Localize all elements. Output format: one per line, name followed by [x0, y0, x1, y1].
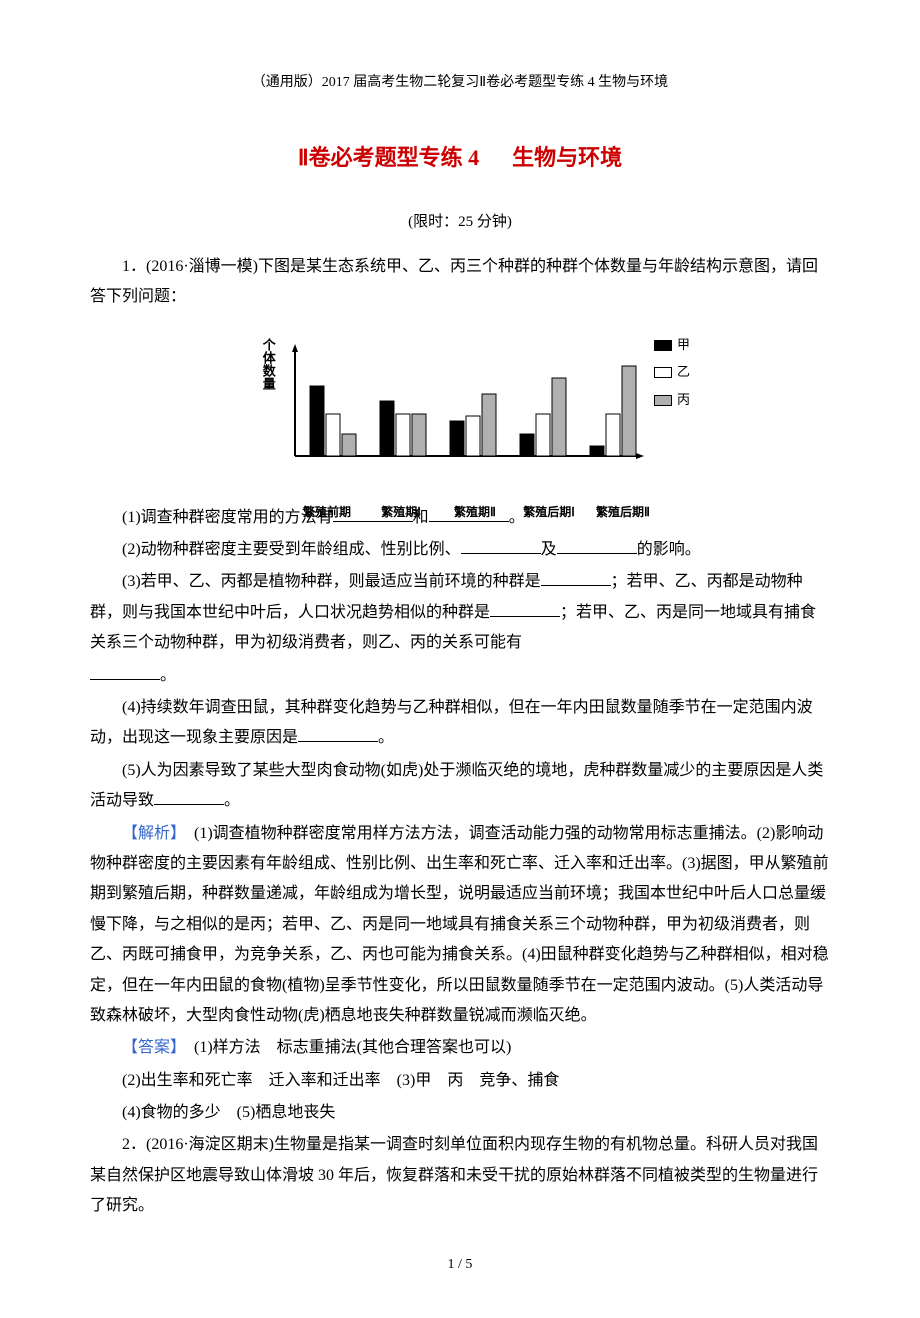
x-label-4: 繁殖后期Ⅱ [593, 501, 653, 524]
answer-line1: 【答案】 (1)样方法 标志重捕法(其他合理答案也可以) [90, 1033, 830, 1063]
q1-item4-a: (4)持续数年调查田鼠，其种群变化趋势与乙种群相似，但在一年内田鼠数量随季节在一… [90, 699, 813, 746]
bar-甲-3 [520, 434, 534, 456]
legend-swatch-jia [654, 340, 672, 351]
y-axis-label: 个体数量 [255, 338, 280, 390]
blank-2a [461, 538, 541, 554]
bar-甲-1 [380, 401, 394, 456]
q1-item4: (4)持续数年调查田鼠，其种群变化趋势与乙种群相似，但在一年内田鼠数量随季节在一… [90, 693, 830, 754]
chart-legend: 甲 乙 丙 [654, 333, 690, 416]
question1-intro: 1．(2016·淄博一模)下图是某生态系统甲、乙、丙三个种群的种群个体数量与年龄… [90, 252, 830, 313]
q1-item2: (2)动物种群密度主要受到年龄组成、性别比例、 及 的影响。 [90, 535, 830, 565]
answer-line2: (2)出生率和死亡率 迁入率和迁出率 (3)甲 丙 竞争、捕食 [90, 1066, 830, 1096]
blank-3c [90, 664, 160, 680]
q1-item3-a: (3)若甲、乙、丙都是植物种群，则最适应当前环境的种群是 [122, 573, 541, 590]
bar-丙-3 [552, 378, 566, 456]
answer-label: 【答案】 [122, 1039, 178, 1056]
q1-item3-cont: 。 [90, 661, 830, 691]
bar-甲-0 [310, 386, 324, 456]
answer-line3: (4)食物的多少 (5)栖息地丧失 [90, 1098, 830, 1128]
chart-wrapper: 个体数量 繁殖前期 繁殖期Ⅰ 繁殖期Ⅱ 繁殖后期Ⅰ 繁殖后期Ⅱ 甲 乙 [90, 328, 830, 488]
legend-swatch-bing [654, 395, 672, 406]
bars-group [310, 366, 636, 456]
bar-chart: 个体数量 繁殖前期 繁殖期Ⅰ 繁殖期Ⅱ 繁殖后期Ⅰ 繁殖后期Ⅱ 甲 乙 [260, 328, 660, 488]
q1-item2-c: 的影响。 [637, 541, 701, 558]
legend-label-yi: 乙 [677, 360, 690, 385]
blank-3b [490, 601, 560, 617]
bar-丙-0 [342, 434, 356, 456]
q1-item3: (3)若甲、乙、丙都是植物种群，则最适应当前环境的种群是；若甲、乙、丙都是动物种… [90, 567, 830, 658]
legend-yi: 乙 [654, 360, 690, 385]
legend-label-jia: 甲 [677, 333, 690, 358]
q1-item2-b: 及 [541, 541, 557, 558]
page-number: 1 / 5 [90, 1252, 830, 1279]
bar-甲-2 [450, 421, 464, 456]
title-spacer [485, 145, 507, 170]
page-header: （通用版）2017 届高考生物二轮复习Ⅱ卷必考题型专练 4 生物与环境 [90, 70, 830, 97]
bar-乙-1 [396, 414, 410, 456]
chart-svg [260, 328, 660, 488]
x-label-3: 繁殖后期Ⅰ [519, 501, 579, 524]
question2-intro: 2．(2016·海淀区期末)生物量是指某一调查时刻单位面积内现存生物的有机物总量… [90, 1130, 830, 1221]
legend-swatch-yi [654, 367, 672, 378]
x-arrow [636, 453, 644, 459]
q1-item4-b: 。 [378, 729, 394, 746]
analysis-label: 【解析】 [122, 825, 178, 842]
bar-乙-0 [326, 414, 340, 456]
bar-乙-2 [466, 416, 480, 456]
analysis: 【解析】 (1)调查植物种群密度常用样方法方法，调查活动能力强的动物常用标志重捕… [90, 819, 830, 1032]
analysis-text: (1)调查植物种群密度常用样方法方法，调查活动能力强的动物常用标志重捕法。(2)… [90, 825, 829, 1024]
x-label-2: 繁殖期Ⅱ [445, 501, 505, 524]
x-axis-labels: 繁殖前期 繁殖期Ⅰ 繁殖期Ⅱ 繁殖后期Ⅰ 繁殖后期Ⅱ [260, 501, 660, 524]
blank-4a [298, 726, 378, 742]
q1-item2-a: (2)动物种群密度主要受到年龄组成、性别比例、 [122, 541, 461, 558]
legend-label-bing: 丙 [677, 388, 690, 413]
bar-丙-4 [622, 366, 636, 456]
answer-1: (1)样方法 标志重捕法(其他合理答案也可以) [178, 1039, 511, 1056]
bar-丙-2 [482, 394, 496, 456]
legend-jia: 甲 [654, 333, 690, 358]
q1-item3-d: 。 [160, 667, 176, 684]
y-arrow [292, 344, 298, 352]
q1-item5-b: 。 [224, 792, 240, 809]
blank-3a [541, 570, 611, 586]
bar-乙-4 [606, 414, 620, 456]
title-part2: 生物与环境 [512, 145, 622, 170]
bar-乙-3 [536, 414, 550, 456]
blank-2b [557, 538, 637, 554]
legend-bing: 丙 [654, 388, 690, 413]
document-title: Ⅱ卷必考题型专练 4 生物与环境 [90, 137, 830, 179]
x-label-1: 繁殖期Ⅰ [371, 501, 431, 524]
bar-甲-4 [590, 446, 604, 456]
blank-5a [154, 789, 224, 805]
x-label-0: 繁殖前期 [297, 501, 357, 524]
bar-丙-1 [412, 414, 426, 456]
time-limit: (限时：25 分钟) [90, 208, 830, 237]
q1-item5: (5)人为因素导致了某些大型肉食动物(如虎)处于濒临灭绝的境地，虎种群数量减少的… [90, 756, 830, 817]
title-part1: Ⅱ卷必考题型专练 4 [298, 145, 479, 170]
